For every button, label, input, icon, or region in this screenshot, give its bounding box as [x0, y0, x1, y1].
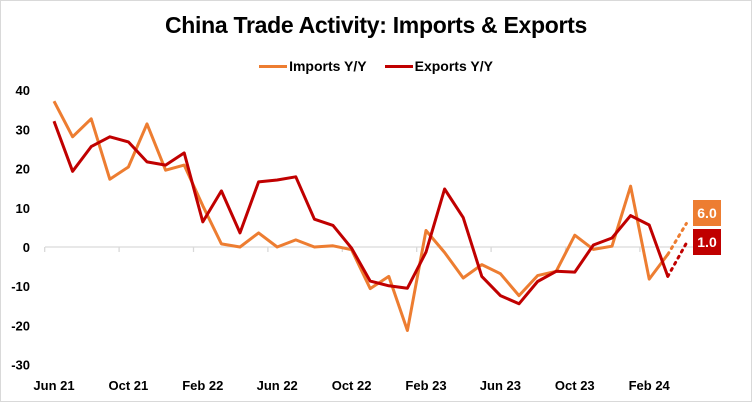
chart-title: China Trade Activity: Imports & Exports	[165, 12, 587, 38]
exports-line	[52, 120, 670, 306]
imports-forecast-line	[666, 221, 688, 256]
x-tick-label: Feb 22	[182, 378, 223, 393]
x-tick-label: Oct 21	[109, 378, 149, 393]
y-tick-label: -30	[11, 358, 30, 373]
exports-forecast-label: 1.0	[693, 229, 721, 255]
y-tick-label: 20	[16, 162, 30, 177]
legend-item-exports[interactable]: Exports Y/Y	[384, 58, 493, 74]
x-tick-label: Jun 21	[33, 378, 74, 393]
legend-label-exports: Exports Y/Y	[414, 58, 493, 74]
exports-swatch-icon	[384, 64, 413, 68]
y-axis: 40 30 20 10 0 -10 -20 -30	[11, 83, 30, 372]
x-tick-label: Jun 22	[257, 378, 298, 393]
y-tick-label: -10	[11, 279, 30, 294]
legend: Imports Y/Y Exports Y/Y	[0, 58, 752, 74]
x-axis: Jun 21 Oct 21 Feb 22 Jun 22 Oct 22 Feb 23 Jun …	[33, 246, 696, 393]
legend-label-imports: Imports Y/Y	[289, 58, 367, 74]
x-tick-label: Jun 23	[480, 378, 521, 393]
y-tick-label: 30	[16, 122, 30, 137]
imports-line	[52, 100, 669, 332]
x-tick-label: Oct 22	[332, 378, 372, 393]
legend-item-imports[interactable]: Imports Y/Y	[259, 58, 367, 74]
series-lines	[52, 100, 688, 332]
x-tick-label: Feb 23	[405, 378, 446, 393]
exports-forecast-line	[666, 241, 688, 278]
imports-forecast-label: 6.0	[693, 200, 721, 226]
y-tick-label: 10	[16, 201, 30, 216]
x-tick-label: Feb 24	[629, 378, 671, 393]
imports-swatch-icon	[259, 64, 288, 68]
y-tick-label: 0	[23, 240, 30, 255]
y-tick-label: 40	[16, 83, 30, 98]
x-tick-label: Oct 23	[555, 378, 595, 393]
y-tick-label: -20	[11, 318, 30, 333]
